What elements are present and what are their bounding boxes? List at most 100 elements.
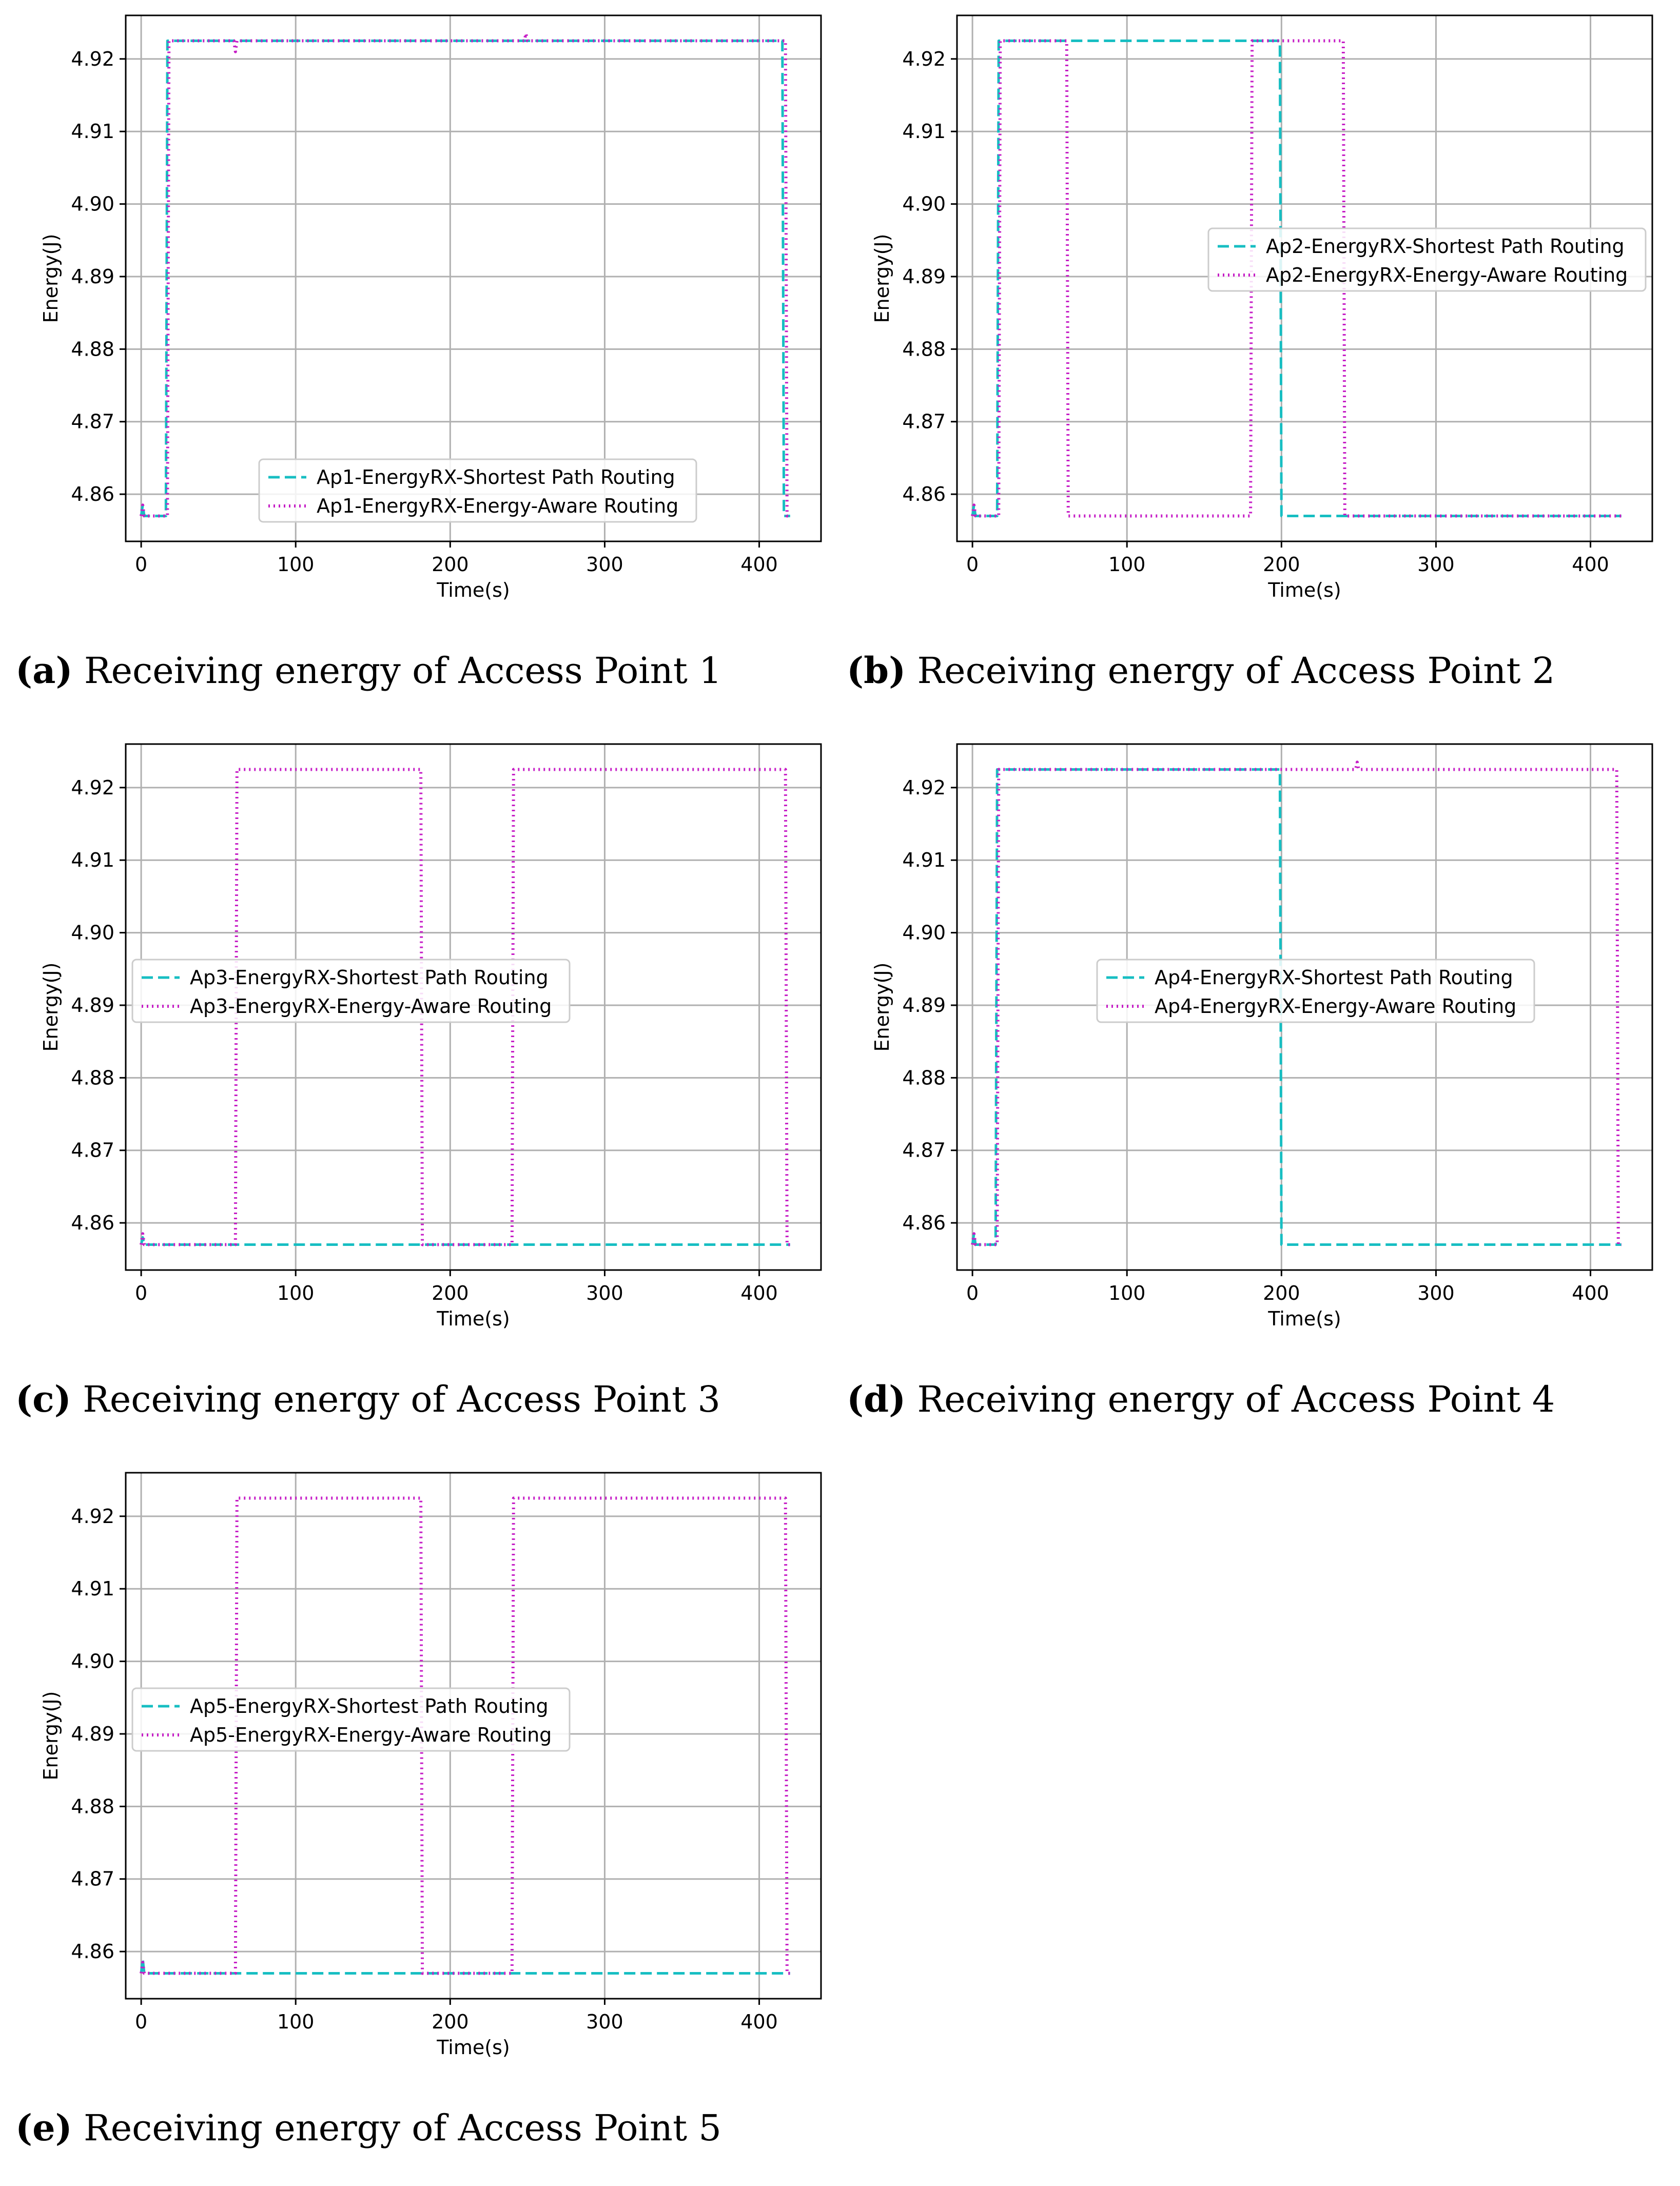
y-tick-label: 4.90 <box>71 1650 114 1673</box>
legend-label: Ap1-EnergyRX-Energy-Aware Routing <box>317 495 678 517</box>
y-tick-label: 4.86 <box>71 1212 114 1234</box>
x-tick-label: 300 <box>586 2011 623 2033</box>
legend-frame <box>1096 959 1535 1023</box>
x-tick-label: 100 <box>1108 553 1146 576</box>
legend: Ap5-EnergyRX-Shortest Path Routing Ap5-En… <box>131 1687 571 1752</box>
y-tick-label: 4.89 <box>71 994 114 1017</box>
legend: Ap4-EnergyRX-Shortest Path Routing Ap4-En… <box>1096 959 1535 1023</box>
y-tick-label: 4.90 <box>902 193 946 216</box>
chart-e: 0 100 200 300 400 4.86 4.87 4.88 4.89 4.90 4.91 4.9… <box>40 1472 822 2059</box>
caption-text: Receiving energy of Access Point 1 <box>84 650 722 692</box>
caption-letter: (c) <box>15 1378 71 1420</box>
x-tick-label: 100 <box>277 1282 315 1304</box>
series-line-energy-aware <box>140 768 790 1246</box>
legend: Ap1-EnergyRX-Shortest Path Routing Ap1-En… <box>258 458 697 523</box>
panel-b: 0 100 200 300 400 4.86 4.87 4.88 4.89 4.90 4.91 4.9… <box>831 0 1663 729</box>
x-tick-label: 100 <box>1108 1282 1146 1304</box>
x-tick-label: 200 <box>1263 553 1300 576</box>
legend-label: Ap3-EnergyRX-Energy-Aware Routing <box>190 995 552 1018</box>
y-tick-label: 4.87 <box>71 411 114 433</box>
legend-label: Ap1-EnergyRX-Shortest Path Routing <box>317 466 675 489</box>
series-line-shortest-path <box>140 1236 790 1246</box>
legend-label: Ap2-EnergyRX-Shortest Path Routing <box>1266 235 1625 258</box>
legend-label: Ap2-EnergyRX-Energy-Aware Routing <box>1266 264 1628 286</box>
chart-d: 0 100 200 300 400 4.86 4.87 4.88 4.89 4.90 4.91 4.9… <box>871 743 1653 1330</box>
y-tick-label: 4.87 <box>902 411 946 433</box>
axes-frame <box>956 14 1653 542</box>
caption-letter: (a) <box>15 649 73 692</box>
x-tick-label: 100 <box>277 2011 315 2033</box>
y-tick-label: 4.87 <box>902 1139 946 1162</box>
panel-e: 0 100 200 300 400 4.86 4.87 4.88 4.89 4.90 4.91 4.9… <box>0 1457 831 2186</box>
x-tick-label: 400 <box>1572 553 1609 576</box>
x-tick-label: 400 <box>740 1282 778 1304</box>
y-axis-label: Energy(J) <box>871 963 893 1052</box>
x-tick-label: 200 <box>1263 1282 1300 1304</box>
caption-text: Receiving energy of Access Point 5 <box>84 2107 721 2149</box>
y-tick-label: 4.92 <box>902 776 946 799</box>
x-tick-label: 400 <box>740 553 778 576</box>
chart-c: 0 100 200 300 400 4.86 4.87 4.88 4.89 4.90 4.91 4.9… <box>40 743 822 1330</box>
caption-a: (a) Receiving energy of Access Point 1 <box>15 649 722 692</box>
caption-d: (d) Receiving energy of Access Point 4 <box>847 1378 1555 1420</box>
legend-label: Ap4-EnergyRX-Shortest Path Routing <box>1155 966 1513 989</box>
y-tick-label: 4.88 <box>71 338 114 360</box>
panel-c: 0 100 200 300 400 4.86 4.87 4.88 4.89 4.90 4.91 4.9… <box>0 729 831 1457</box>
y-tick-label: 4.91 <box>71 120 114 143</box>
x-tick-label: 100 <box>277 553 315 576</box>
x-axis-label: Time(s) <box>436 1307 510 1330</box>
y-tick-label: 4.86 <box>902 483 946 505</box>
series-line-shortest-path <box>971 40 1622 517</box>
x-tick-label: 0 <box>135 553 147 576</box>
y-tick-label: 4.92 <box>71 776 114 799</box>
y-tick-label: 4.89 <box>902 265 946 288</box>
y-tick-label: 4.86 <box>71 483 114 505</box>
y-tick-label: 4.88 <box>902 1066 946 1089</box>
y-tick-label: 4.90 <box>71 193 114 216</box>
y-tick-label: 4.86 <box>902 1212 946 1234</box>
y-axis-label: Energy(J) <box>40 1691 62 1781</box>
series-line-shortest-path <box>140 1957 790 1975</box>
legend: Ap2-EnergyRX-Shortest Path Routing Ap2-En… <box>1207 227 1647 292</box>
y-tick-label: 4.88 <box>71 1795 114 1818</box>
legend-label: Ap3-EnergyRX-Shortest Path Routing <box>190 966 549 989</box>
y-axis-label: Energy(J) <box>40 963 62 1052</box>
y-axis-label: Energy(J) <box>871 234 893 323</box>
x-tick-label: 200 <box>432 553 469 576</box>
x-tick-label: 200 <box>432 1282 469 1304</box>
axes-frame <box>125 743 822 1271</box>
y-tick-label: 4.92 <box>71 48 114 70</box>
legend-label: Ap5-EnergyRX-Energy-Aware Routing <box>190 1724 552 1746</box>
x-tick-label: 300 <box>1417 1282 1455 1304</box>
y-tick-label: 4.88 <box>71 1066 114 1089</box>
legend-label: Ap4-EnergyRX-Energy-Aware Routing <box>1155 995 1516 1018</box>
y-axis-label: Energy(J) <box>40 234 62 323</box>
y-tick-label: 4.87 <box>71 1139 114 1162</box>
x-tick-label: 0 <box>135 2011 147 2033</box>
x-axis-label: Time(s) <box>436 2036 510 2059</box>
legend-frame <box>131 1687 571 1752</box>
series-line-energy-aware <box>971 760 1622 1246</box>
x-axis-label: Time(s) <box>1267 1307 1341 1330</box>
y-tick-label: 4.89 <box>902 994 946 1017</box>
caption-text: Receiving energy of Access Point 4 <box>917 1378 1555 1420</box>
chart-b: 0 100 200 300 400 4.86 4.87 4.88 4.89 4.90 4.91 4.9… <box>871 14 1653 601</box>
x-tick-label: 0 <box>966 553 979 576</box>
x-tick-label: 300 <box>586 553 623 576</box>
series-line-energy-aware <box>971 39 1622 518</box>
panel-a: 0 100 200 300 400 4.86 4.87 4.88 4.89 4.90 4.91 4.9… <box>0 0 831 729</box>
x-tick-label: 400 <box>740 2011 778 2033</box>
caption-text: Receiving energy of Access Point 3 <box>83 1378 720 1420</box>
legend-frame <box>1207 227 1647 292</box>
y-tick-label: 4.87 <box>71 1868 114 1890</box>
series-line-energy-aware <box>140 32 790 518</box>
legend-frame <box>258 458 697 523</box>
y-tick-label: 4.89 <box>71 1723 114 1745</box>
legend-label: Ap5-EnergyRX-Shortest Path Routing <box>190 1695 549 1717</box>
x-tick-label: 300 <box>586 1282 623 1304</box>
x-tick-label: 300 <box>1417 553 1455 576</box>
y-tick-label: 4.89 <box>71 265 114 288</box>
legend-frame <box>131 959 571 1023</box>
y-tick-label: 4.92 <box>71 1505 114 1528</box>
caption-letter: (b) <box>847 649 906 692</box>
